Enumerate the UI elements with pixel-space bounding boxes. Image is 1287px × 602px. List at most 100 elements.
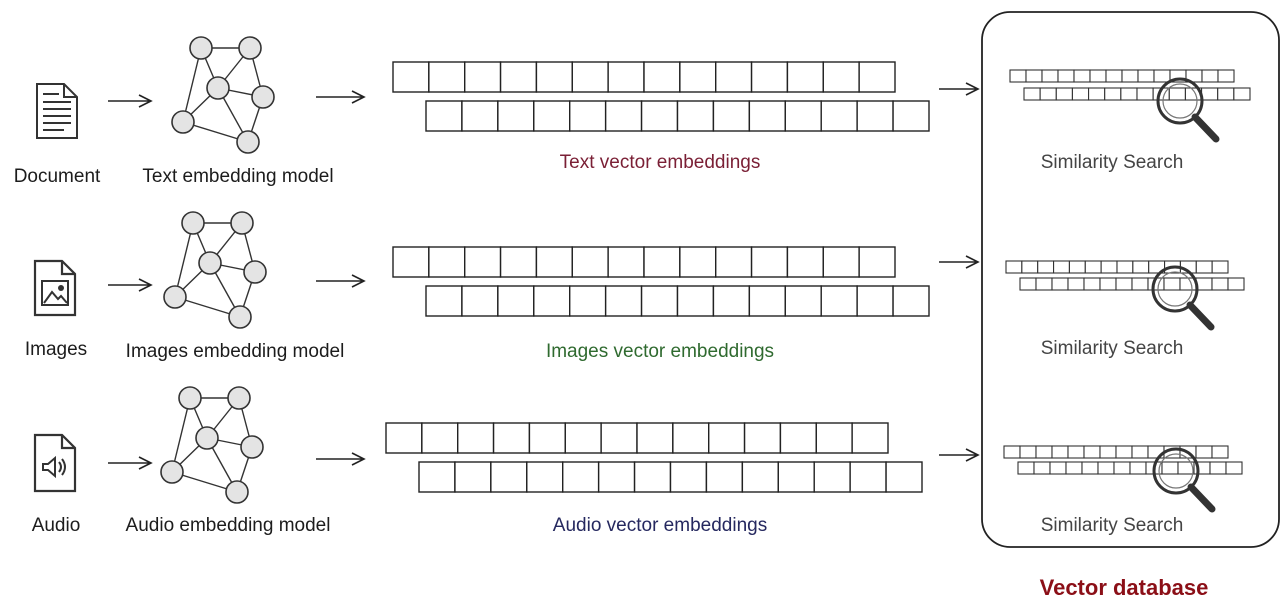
vector-bar-text	[786, 61, 824, 93]
vector-bar-text	[428, 61, 466, 93]
vector-bar-text	[607, 61, 645, 93]
search-bar-images	[1163, 277, 1181, 291]
arrow-input-to-model-images	[108, 278, 153, 292]
arrow-input-to-model-audio	[108, 456, 153, 470]
magnifier-icon-images	[1186, 301, 1215, 331]
vector-bar-images	[786, 246, 824, 278]
network-icon-images-node	[181, 211, 205, 235]
search-bar-audio	[1161, 461, 1179, 475]
vector-bar-images	[604, 285, 643, 317]
search-bar-images	[1084, 260, 1102, 274]
vector-bar-text	[392, 61, 430, 93]
search-bar-images	[1019, 277, 1037, 291]
vector-bar-text	[892, 100, 930, 132]
vector-bar-audio	[633, 461, 672, 493]
search-bar-audio	[1211, 445, 1229, 459]
vector-bar-audio	[492, 422, 531, 454]
arrow-model-to-vectors-images	[316, 274, 366, 288]
search-bar-audio	[1097, 461, 1115, 475]
arrow-input-to-model-text	[108, 94, 153, 108]
search-bar-images	[1195, 260, 1213, 274]
vector-bar-images	[676, 285, 715, 317]
network-icon-audio-node	[160, 460, 184, 484]
vector-bar-text	[856, 100, 894, 132]
search-bar-images	[1067, 277, 1085, 291]
vector-bar-text	[533, 100, 571, 132]
vector-bar-images	[497, 285, 535, 317]
document-icon	[34, 82, 80, 145]
vector-bar-audio	[526, 461, 564, 493]
vector-bar-audio	[418, 461, 456, 493]
search-bar-images	[1068, 260, 1086, 274]
vector-bar-audio	[672, 422, 710, 454]
vector-bar-images	[533, 285, 571, 317]
search-bar-audio	[1067, 445, 1085, 459]
search-bar-images	[1021, 260, 1039, 274]
vector-bar-images	[571, 246, 609, 278]
search-bar-text	[1057, 69, 1075, 83]
search-bar-text	[1217, 69, 1235, 83]
vector-bar-text	[750, 61, 789, 93]
vector-bar-audio	[562, 461, 600, 493]
search-bar-images	[1051, 277, 1069, 291]
search-bar-images	[1211, 260, 1229, 274]
search-bar-text	[1233, 87, 1251, 101]
model-label-images: Images embedding model	[125, 341, 345, 362]
vector-bar-images	[784, 285, 822, 317]
network-icon-audio-node	[178, 386, 202, 410]
vector-bar-audio	[779, 422, 817, 454]
vector-bar-images	[425, 285, 463, 317]
vector-bar-text	[820, 100, 858, 132]
model-label-text: Text embedding model	[142, 166, 334, 187]
vector-bar-images	[499, 246, 538, 278]
network-icon-images-node	[230, 211, 254, 235]
search-bar-audio	[1195, 445, 1213, 459]
network-icon-images-node	[243, 260, 267, 284]
network-icon-images-node	[198, 251, 222, 275]
search-bar-images	[1037, 260, 1055, 274]
input-label-images: Images	[24, 339, 88, 360]
vector-bar-images	[892, 285, 930, 317]
vector-bar-audio	[708, 422, 746, 454]
search-bar-text	[1201, 87, 1219, 101]
vector-bar-text	[640, 100, 679, 132]
search-bar-text	[1201, 69, 1219, 83]
search-bar-audio	[1003, 445, 1021, 459]
vector-bar-audio	[777, 461, 815, 493]
search-bar-audio	[1099, 445, 1117, 459]
search-bar-text	[1055, 87, 1073, 101]
vector-bar-images	[464, 246, 502, 278]
vector-bar-text	[784, 100, 822, 132]
vector-bar-text	[497, 100, 535, 132]
vector-bar-audio	[813, 461, 851, 493]
search-bar-images	[1227, 277, 1245, 291]
search-bar-audio	[1113, 461, 1131, 475]
search-bar-audio	[1065, 461, 1083, 475]
vector-bar-audio	[454, 461, 492, 493]
search-bar-text	[1104, 87, 1122, 101]
magnifier-icon-audio	[1158, 453, 1194, 489]
vector-label-images: Images vector embeddings	[545, 341, 775, 362]
vector-bar-images	[569, 285, 607, 317]
vector-bar-text	[822, 61, 860, 93]
network-icon-audio-node	[225, 480, 249, 504]
audio-file-icon	[32, 433, 78, 498]
vector-bar-images	[748, 285, 786, 317]
search-bar-audio	[1019, 445, 1037, 459]
magnifier-icon-images	[1151, 265, 1199, 313]
vector-bar-text	[461, 100, 499, 132]
network-icon-text-node	[171, 110, 195, 134]
search-bar-text	[1120, 87, 1138, 101]
search-bar-audio	[1049, 461, 1067, 475]
magnifier-icon-audio	[1187, 483, 1216, 513]
vector-bar-images	[858, 246, 896, 278]
search-bar-audio	[1115, 445, 1133, 459]
vector-database-container	[981, 11, 1280, 548]
search-bar-audio	[1209, 461, 1227, 475]
vector-bar-audio	[885, 461, 923, 493]
search-bar-images	[1035, 277, 1053, 291]
search-bar-text	[1023, 87, 1041, 101]
vector-bar-text	[679, 61, 717, 93]
search-bar-images	[1132, 260, 1150, 274]
vector-bar-images	[679, 246, 717, 278]
